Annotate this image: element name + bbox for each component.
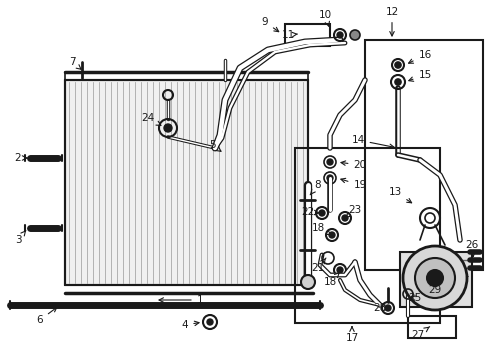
Text: 26: 26 [466, 240, 479, 256]
Circle shape [301, 275, 315, 289]
Text: 22: 22 [301, 207, 319, 217]
Text: 23: 23 [345, 205, 362, 217]
Text: 29: 29 [428, 279, 441, 295]
Circle shape [427, 270, 443, 286]
Text: 27: 27 [412, 327, 430, 340]
Text: 7: 7 [69, 57, 81, 69]
Text: 21: 21 [311, 258, 326, 273]
Bar [408, 316, 456, 338]
Circle shape [395, 79, 401, 85]
Circle shape [319, 210, 325, 216]
Circle shape [207, 319, 213, 325]
Text: 1: 1 [159, 295, 203, 305]
Text: 2: 2 [15, 153, 27, 163]
Bar [400, 252, 472, 307]
Polygon shape [65, 80, 308, 285]
Text: 14: 14 [351, 135, 394, 149]
Text: 6: 6 [37, 307, 57, 325]
Text: 9: 9 [262, 17, 279, 32]
Circle shape [385, 305, 391, 311]
Bar [295, 148, 440, 323]
Circle shape [327, 159, 333, 165]
Text: 13: 13 [389, 187, 412, 203]
Circle shape [329, 232, 335, 238]
Bar [365, 40, 483, 270]
Text: 25: 25 [408, 293, 421, 303]
Text: 11: 11 [281, 30, 297, 40]
Text: 5: 5 [209, 140, 221, 151]
Circle shape [395, 62, 401, 68]
Text: 4: 4 [182, 320, 199, 330]
Text: 18: 18 [311, 223, 331, 234]
Text: 20: 20 [341, 160, 367, 170]
Bar [285, 24, 330, 46]
Circle shape [342, 215, 348, 221]
Circle shape [337, 32, 343, 38]
Text: 18: 18 [323, 272, 340, 287]
Circle shape [327, 175, 333, 181]
Circle shape [415, 258, 455, 298]
Text: 16: 16 [409, 50, 432, 63]
Text: 12: 12 [385, 7, 399, 36]
Circle shape [403, 246, 467, 310]
Circle shape [337, 267, 343, 273]
Circle shape [350, 30, 360, 40]
Text: 10: 10 [318, 10, 332, 26]
Text: 17: 17 [345, 327, 359, 343]
Circle shape [164, 124, 172, 132]
Text: 19: 19 [341, 178, 367, 190]
Text: 8: 8 [310, 180, 321, 195]
Text: 15: 15 [409, 70, 432, 81]
Text: 3: 3 [15, 230, 26, 245]
Text: 28: 28 [373, 303, 390, 313]
Text: 24: 24 [142, 113, 161, 125]
